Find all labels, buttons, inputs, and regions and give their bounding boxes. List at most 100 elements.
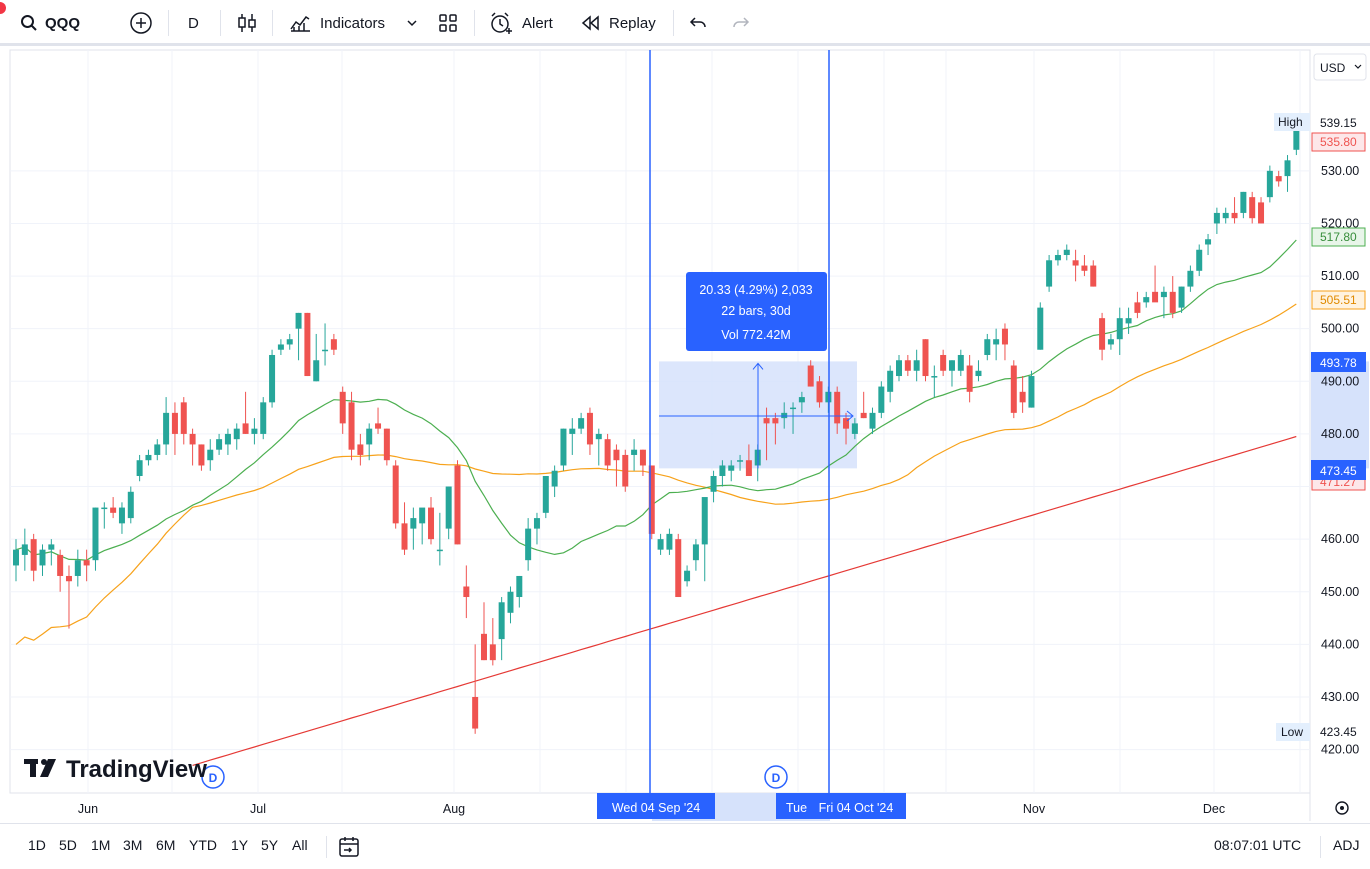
range-button-6m[interactable]: 6M	[156, 837, 176, 853]
candle-body	[798, 397, 805, 403]
candle	[392, 460, 399, 529]
candle-body	[542, 476, 549, 513]
time-tick-label: Aug	[443, 802, 465, 816]
candle-body	[1116, 318, 1123, 340]
range-button-all[interactable]: All	[292, 837, 308, 853]
candle-body	[1169, 291, 1176, 313]
candle-body	[1258, 202, 1265, 224]
candle-body	[1266, 170, 1273, 198]
candle	[171, 402, 178, 455]
candle-body	[675, 539, 682, 598]
redo-button[interactable]	[732, 0, 750, 46]
low-badge: Low 423.45	[1276, 723, 1357, 741]
candle-body	[533, 518, 540, 529]
candle	[180, 397, 187, 445]
candle	[277, 339, 284, 355]
range-button-1y[interactable]: 1Y	[231, 837, 249, 853]
candle	[1081, 255, 1088, 277]
measure-line-3: Vol 772.42M	[721, 328, 791, 342]
candle-body	[1240, 191, 1247, 213]
chart-area[interactable]: 420.00430.00440.00450.00460.00470.00480.…	[0, 46, 1370, 823]
candle-body	[1160, 291, 1167, 298]
candle	[401, 502, 408, 555]
candle	[1107, 333, 1114, 350]
candle-body	[940, 354, 947, 371]
candle	[92, 507, 99, 571]
candle	[480, 602, 487, 661]
range-button-ytd[interactable]: YTD	[189, 837, 217, 853]
candle-body	[657, 539, 664, 550]
candle	[569, 418, 576, 455]
candle-body	[101, 507, 108, 510]
candle-body	[631, 449, 638, 455]
clock-time[interactable]: 08:07:01 UTC	[1214, 837, 1302, 853]
candle-body	[1054, 255, 1061, 261]
candle	[701, 497, 708, 582]
candle-body	[224, 433, 231, 445]
candle	[851, 418, 858, 440]
chart-type-button[interactable]	[236, 0, 258, 46]
replay-button[interactable]: Replay	[581, 0, 656, 46]
candle-body	[83, 560, 90, 566]
candle-body	[1222, 212, 1229, 219]
candle-body	[154, 444, 161, 455]
candle	[834, 386, 841, 434]
candle-body	[1275, 176, 1282, 182]
candle	[1187, 265, 1194, 292]
dividend-marker[interactable]: D	[201, 765, 225, 789]
candle	[719, 460, 726, 487]
candle-body	[1099, 318, 1106, 350]
range-button-5d[interactable]: 5D	[59, 837, 77, 853]
indicators-button[interactable]: Indicators	[289, 0, 385, 46]
candle	[631, 439, 638, 471]
candle-body	[428, 507, 435, 540]
candle	[1160, 286, 1167, 319]
chart-settings-button[interactable]	[1335, 801, 1349, 815]
symbol-search-button[interactable]: QQQ	[20, 0, 80, 46]
alert-button[interactable]: Alert	[489, 0, 553, 46]
compare-symbol-button[interactable]	[129, 0, 153, 46]
candle	[533, 512, 540, 545]
candle-body	[277, 344, 284, 350]
candle-body	[701, 497, 708, 545]
price-tick-label: 490.00	[1321, 374, 1359, 388]
selection-bottom-value: 473.45	[1320, 464, 1357, 478]
candle-body	[269, 354, 276, 403]
candle-body	[843, 418, 850, 429]
price-tick-label: 460.00	[1321, 532, 1359, 546]
candle-body	[21, 544, 28, 555]
candle-body	[648, 465, 655, 534]
range-button-5y[interactable]: 5Y	[261, 837, 279, 853]
candle	[595, 428, 602, 466]
interval-button[interactable]: D	[188, 0, 199, 46]
undo-button[interactable]	[689, 0, 707, 46]
candle	[39, 544, 46, 576]
candle	[1249, 191, 1256, 224]
candle-body	[1010, 365, 1017, 413]
range-button-1m[interactable]: 1M	[91, 837, 111, 853]
candle-body	[948, 360, 955, 371]
calendar-icon	[339, 837, 359, 857]
price-chart[interactable]: 420.00430.00440.00450.00460.00470.00480.…	[0, 46, 1370, 823]
candle-body	[118, 507, 125, 524]
templates-button[interactable]	[438, 0, 458, 46]
range-button-3m[interactable]: 3M	[123, 837, 143, 853]
candle	[110, 497, 117, 519]
price-tick-label: 430.00	[1321, 690, 1359, 704]
low-value: 423.45	[1320, 725, 1357, 739]
end-date-prefix: Tue	[786, 801, 807, 815]
candle-body	[92, 507, 99, 561]
last-price-badge: 535.80	[1311, 132, 1366, 152]
dividend-marker[interactable]: D	[764, 765, 788, 789]
candle-body	[763, 418, 770, 424]
candle-body	[145, 454, 152, 461]
candle	[966, 354, 973, 403]
currency-selector[interactable]: USD	[1313, 53, 1367, 81]
candle-body	[516, 575, 523, 598]
adjust-data-button[interactable]: ADJ	[1333, 837, 1360, 853]
candle	[648, 465, 655, 540]
indicators-dropdown-button[interactable]	[406, 0, 418, 46]
range-button-1d[interactable]: 1D	[28, 837, 46, 853]
last-price-value: 535.80	[1320, 135, 1357, 149]
goto-date-button[interactable]	[337, 835, 361, 864]
